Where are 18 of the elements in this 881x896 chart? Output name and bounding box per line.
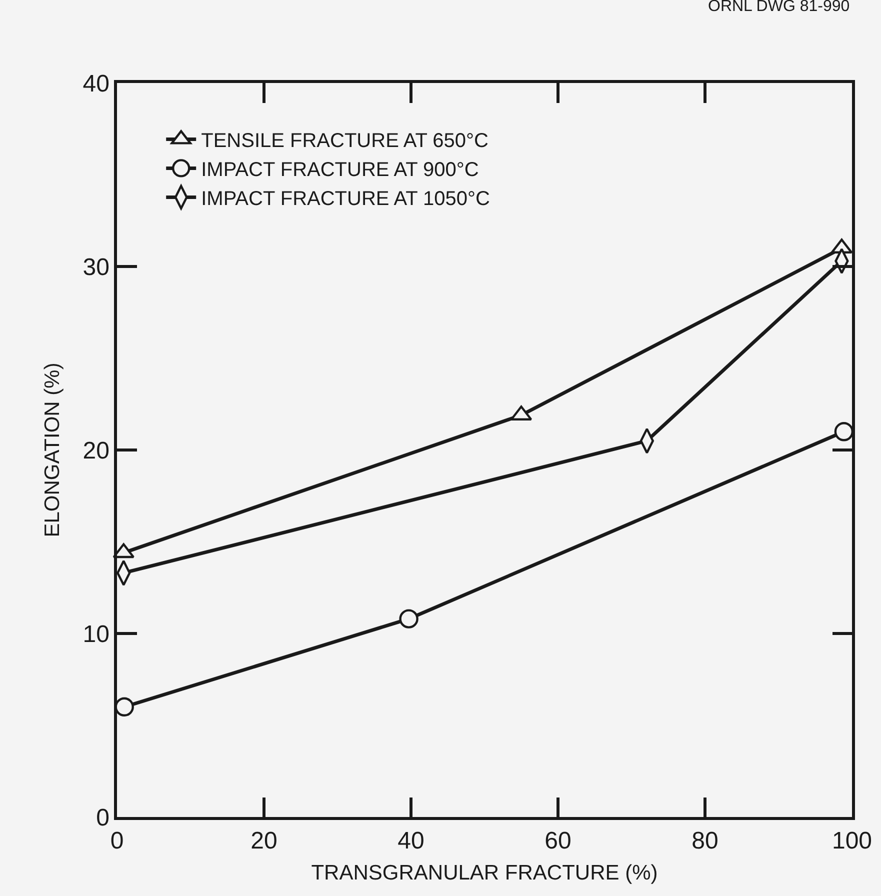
point: [399, 609, 418, 628]
x-tick-label: 80: [692, 828, 718, 855]
y-tick-label: 30: [82, 254, 110, 281]
y-tick-label: 20: [82, 437, 110, 464]
y-tick-label: 40: [82, 70, 110, 98]
y-tick-label: 10: [82, 620, 110, 648]
x-tick-label: 40: [398, 828, 424, 855]
legend-label: IMPACT FRACTURE AT 1050°C: [201, 188, 490, 210]
x-axis-title: TRANSGRANULAR FRACTURE (%): [311, 862, 658, 885]
point: [834, 422, 854, 442]
legend-label: TENSILE FRACTURE AT 650°C: [201, 130, 488, 152]
y-tick-label: 0: [96, 804, 110, 832]
x-tick-label: 100: [832, 828, 872, 855]
x-tick-label: 60: [544, 828, 572, 855]
x-tick-label: 20: [250, 828, 278, 855]
legend-label: IMPACT FRACTURE AT 900°C: [201, 159, 479, 181]
y-axis-title: ELONGATION (%): [40, 362, 64, 538]
text: ORNL DWG 81-990: [708, 0, 850, 15]
